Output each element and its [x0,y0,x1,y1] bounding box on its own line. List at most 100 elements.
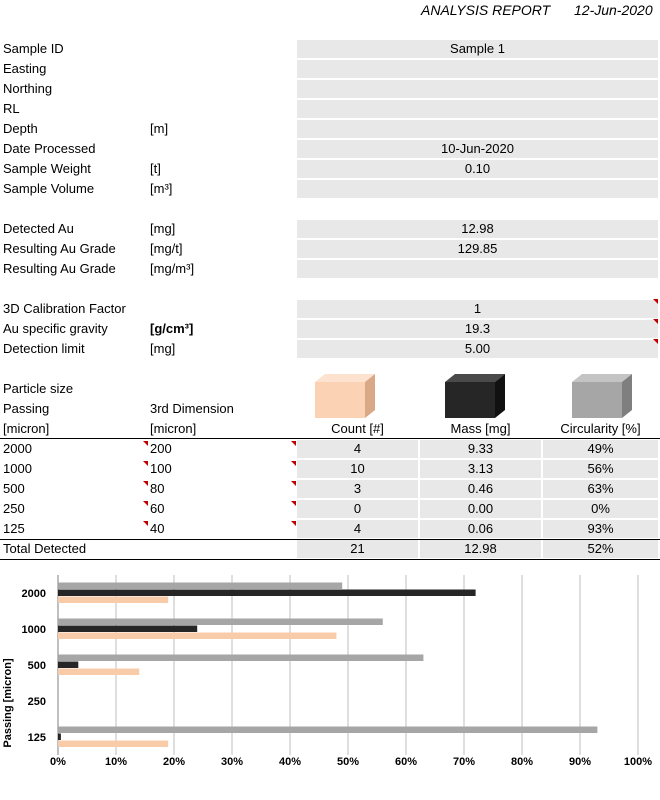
comment-flag-icon[interactable] [291,481,296,486]
count-cell: 3 [297,480,418,498]
bar-count [58,740,169,747]
mass-cell: 0.06 [420,520,541,538]
info-row-sample-id: Sample ID Sample 1 [0,39,660,59]
field-value[interactable]: 1 [297,300,658,318]
particle-size-title: Particle size [3,381,74,396]
field-unit: [mg/t] [150,241,183,256]
category-label: 500 [28,660,46,672]
third-dimension[interactable]: 80 [150,481,165,496]
particle-distribution-chart: 2000 1000 500 250 125 0% 10% 20% 30% 40% 50% 60% 70… [2,575,652,768]
field-value[interactable]: 129.85 [297,240,658,258]
report-title: ANALYSIS REPORT [421,2,551,18]
field-label: Detected Au [3,221,74,236]
mass-cell: 3.13 [420,460,541,478]
field-label: Au specific gravity [3,321,108,336]
x-tick-label: 70% [453,756,475,768]
third-dimension[interactable]: 100 [150,461,172,476]
info-row-northing: Northing [0,79,660,99]
third-dimension[interactable]: 40 [150,521,165,536]
table-row: 2000 200 4 9.33 49% [0,439,660,459]
field-value[interactable]: 19.3 [297,320,658,338]
col-circularity-header: Circularity [%] [560,421,641,436]
table-top-border [0,438,660,439]
third-dim-unit: [micron] [150,421,197,436]
field-unit: [mg] [150,221,176,236]
col-mass-header: Mass [mg] [450,421,511,436]
field-label: RL [3,101,20,116]
comment-flag-icon[interactable] [653,339,658,344]
field-value[interactable]: Sample 1 [297,40,658,58]
comment-flag-icon[interactable] [291,521,296,526]
field-value[interactable] [297,260,658,278]
mass-cell: 0.46 [420,480,541,498]
field-value[interactable]: 0.10 [297,160,658,178]
field-value[interactable] [297,180,658,198]
circularity-cube-icon [572,374,632,418]
bar-mass [58,625,198,632]
field-value[interactable]: 10-Jun-2020 [297,140,658,158]
field-label: Depth [3,121,38,136]
mass-cube-icon [445,374,505,418]
comment-flag-icon[interactable] [143,461,148,466]
field-unit: [t] [150,161,161,176]
category-label: 250 [28,696,46,708]
field-value[interactable] [297,100,658,118]
comment-flag-icon[interactable] [143,481,148,486]
field-label: Sample Volume [3,181,95,196]
info-row-date-processed: Date Processed 10-Jun-2020 [0,139,660,159]
table-row: 250 60 0 0.00 0% [0,499,660,519]
field-value[interactable]: 12.98 [297,220,658,238]
x-tick-label: 90% [569,756,591,768]
field-value[interactable] [297,80,658,98]
chart-category-labels: 2000 1000 500 250 125 [22,588,46,744]
comment-flag-icon[interactable] [143,521,148,526]
count-cell: 4 [297,520,418,538]
chart-gridlines [57,575,639,755]
count-cube-icon [315,374,375,418]
bar-count [58,668,140,675]
field-unit: [g/cm³] [150,321,194,336]
comment-flag-icon[interactable] [291,441,296,446]
x-tick-label: 0% [50,756,66,768]
third-dimension[interactable]: 200 [150,441,172,456]
total-row: Total Detected 21 12.98 52% [0,539,660,559]
bar-circularity [58,654,424,661]
comment-flag-icon[interactable] [653,319,658,324]
circularity-cell: 63% [543,480,658,498]
passing-size: 500 [3,481,25,496]
bar-mass [58,589,476,596]
mass-cell: 0.00 [420,500,541,518]
field-label: Northing [3,81,53,96]
passing-unit: [micron] [3,421,50,436]
third-dimension[interactable]: 60 [150,501,165,516]
field-value[interactable] [297,120,658,138]
passing-size: 2000 [3,441,32,456]
x-tick-label: 30% [221,756,243,768]
cal-row-detection-limit: Detection limit [mg] 5.00 [0,339,660,359]
cal-row-specific-gravity: Au specific gravity [g/cm³] 19.3 [0,319,660,339]
total-circularity: 52% [543,540,658,558]
comment-flag-icon[interactable] [143,501,148,506]
third-dim-label: 3rd Dimension [150,401,234,416]
field-value[interactable]: 5.00 [297,340,658,358]
category-label: 1000 [22,624,46,636]
cal-row-factor: 3D Calibration Factor 1 [0,299,660,319]
mass-cell: 9.33 [420,440,541,458]
report-date: 12-Jun-2020 [574,2,653,18]
bar-mass [58,661,79,668]
chart-x-tick-labels: 0% 10% 20% 30% 40% 50% 60% 70% 80% 90% 100% [50,756,652,768]
x-tick-label: 20% [163,756,185,768]
comment-flag-icon[interactable] [653,299,658,304]
field-label: 3D Calibration Factor [3,301,126,316]
category-label: 2000 [22,588,46,600]
gold-row-detected: Detected Au [mg] 12.98 [0,219,660,239]
circularity-cell: 93% [543,520,658,538]
col-count-header: Count [#] [331,421,384,436]
comment-flag-icon[interactable] [291,461,296,466]
info-row-sample-volume: Sample Volume [m³] [0,179,660,199]
comment-flag-icon[interactable] [143,441,148,446]
comment-flag-icon[interactable] [291,501,296,506]
circularity-cell: 56% [543,460,658,478]
bar-circularity [58,582,343,589]
field-value[interactable] [297,60,658,78]
